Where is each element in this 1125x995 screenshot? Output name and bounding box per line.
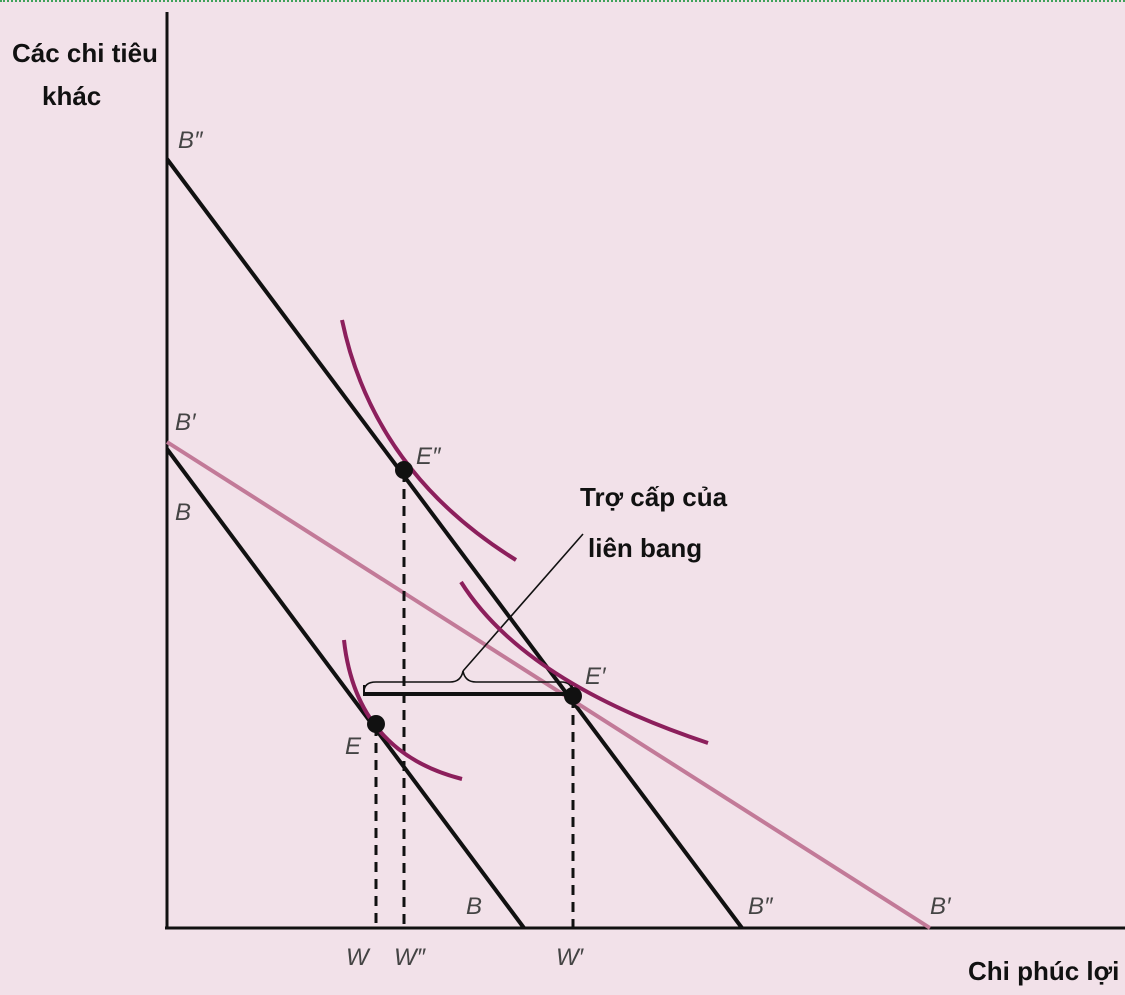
- y-axis-title-line2: khác: [42, 81, 101, 111]
- indifference-curve-e-double-prime: [340, 319, 518, 562]
- callout-leader: [462, 533, 584, 672]
- label-b-top: B: [175, 499, 191, 526]
- label-b-double-prime-top: B″: [178, 127, 204, 154]
- tick-label-w-prime: W′: [556, 944, 585, 971]
- budget-line-b-double-prime: [165, 157, 744, 930]
- point-e-double-prime: [395, 461, 413, 479]
- label-point-e: E: [345, 733, 362, 760]
- grant-brace: [363, 670, 573, 693]
- label-b-prime-bottom: B′: [930, 893, 952, 920]
- budget-line-b-prime: [165, 440, 932, 930]
- label-b-double-prime-bottom: B″: [748, 893, 774, 920]
- tick-label-w: W: [346, 944, 371, 971]
- label-b-bottom: B: [466, 893, 482, 920]
- label-point-e-double-prime: E″: [416, 443, 442, 470]
- point-e-prime: [564, 687, 582, 705]
- label-b-prime-top: B′: [175, 409, 197, 436]
- point-e: [367, 715, 385, 733]
- callout-line2: liên bang: [588, 533, 702, 563]
- indifference-curve-e-prime: [459, 580, 709, 745]
- budget-line-b: [165, 447, 526, 930]
- x-axis-title: Chi phúc lợi: [968, 956, 1119, 986]
- label-point-e-prime: E′: [585, 663, 607, 690]
- y-axis-title-line1: Các chi tiêu: [12, 38, 158, 68]
- tick-label-w-double-prime: W″: [394, 944, 427, 971]
- callout-line1: Trợ cấp của: [580, 482, 728, 512]
